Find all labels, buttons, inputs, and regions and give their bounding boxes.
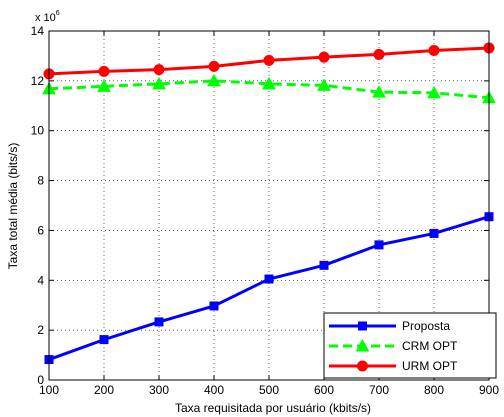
data-point-crm-opt <box>262 76 276 90</box>
legend-marker-crm-opt <box>355 338 370 352</box>
y-tick-label: 8 <box>37 174 44 188</box>
data-point-proposta <box>319 260 329 270</box>
x-tick-label: 300 <box>149 383 169 397</box>
y-axis-multiplier: x 106 <box>35 10 60 24</box>
x-axis-label: Taxa requisitada por usuário (kbits/s) <box>175 401 371 415</box>
data-point-urm-opt <box>373 48 385 60</box>
x-tick-label: 800 <box>424 383 444 397</box>
data-point-urm-opt <box>98 65 110 77</box>
data-point-crm-opt <box>97 79 111 92</box>
x-tick-label: 600 <box>314 383 334 397</box>
x-tick-label: 200 <box>94 383 114 397</box>
legend: Proposta CRM OPT URM OPT <box>323 312 497 379</box>
x-tick-label: 400 <box>204 383 224 397</box>
tick-labels: 100 200 300 400 500 600 700 800 900 0 2 4 6 8 10 12 14 <box>31 24 500 397</box>
data-point-urm-opt <box>428 44 440 56</box>
y-tick-label: 10 <box>31 124 45 138</box>
series-line-crm-opt <box>48 79 490 100</box>
data-point-proposta <box>374 240 384 250</box>
y-tick-label: 14 <box>31 24 45 38</box>
x-tick-label: 500 <box>259 383 279 397</box>
y-tick-label: 12 <box>31 74 45 88</box>
y-axis-label: Taxa total média (bits/s) <box>6 143 20 270</box>
data-point-urm-opt <box>263 54 275 66</box>
legend-label-urm-opt: URM OPT <box>402 359 458 373</box>
y-tick-label: 0 <box>37 373 44 387</box>
y-tick-label: 4 <box>37 273 44 287</box>
legend-label-proposta: Proposta <box>402 319 450 333</box>
data-point-crm-opt <box>207 73 221 87</box>
data-point-crm-opt <box>372 85 386 98</box>
y-axis-multiplier-base: x 10 <box>35 12 56 24</box>
legend-entries: Proposta CRM OPT URM OPT <box>329 319 458 373</box>
data-point-proposta <box>209 301 219 311</box>
data-point-proposta <box>429 228 439 238</box>
legend-marker-urm-opt <box>357 360 368 372</box>
x-tick-label: 100 <box>39 383 59 397</box>
y-tick-label: 2 <box>37 323 44 337</box>
y-axis-multiplier-exponent: 6 <box>56 10 60 17</box>
y-tick-label: 6 <box>37 223 44 237</box>
data-point-urm-opt <box>208 60 220 72</box>
data-point-urm-opt <box>318 51 330 63</box>
data-point-crm-opt <box>427 85 441 99</box>
data-point-crm-opt <box>317 78 331 91</box>
x-tick-label: 700 <box>369 383 389 397</box>
legend-label-crm-opt: CRM OPT <box>402 339 458 353</box>
legend-marker-proposta <box>358 321 367 331</box>
data-point-proposta <box>99 335 109 345</box>
data-point-proposta <box>154 317 164 327</box>
x-tick-label: 900 <box>479 383 499 397</box>
data-point-crm-opt <box>152 76 166 90</box>
data-point-urm-opt <box>153 64 165 76</box>
data-point-proposta <box>264 274 274 284</box>
